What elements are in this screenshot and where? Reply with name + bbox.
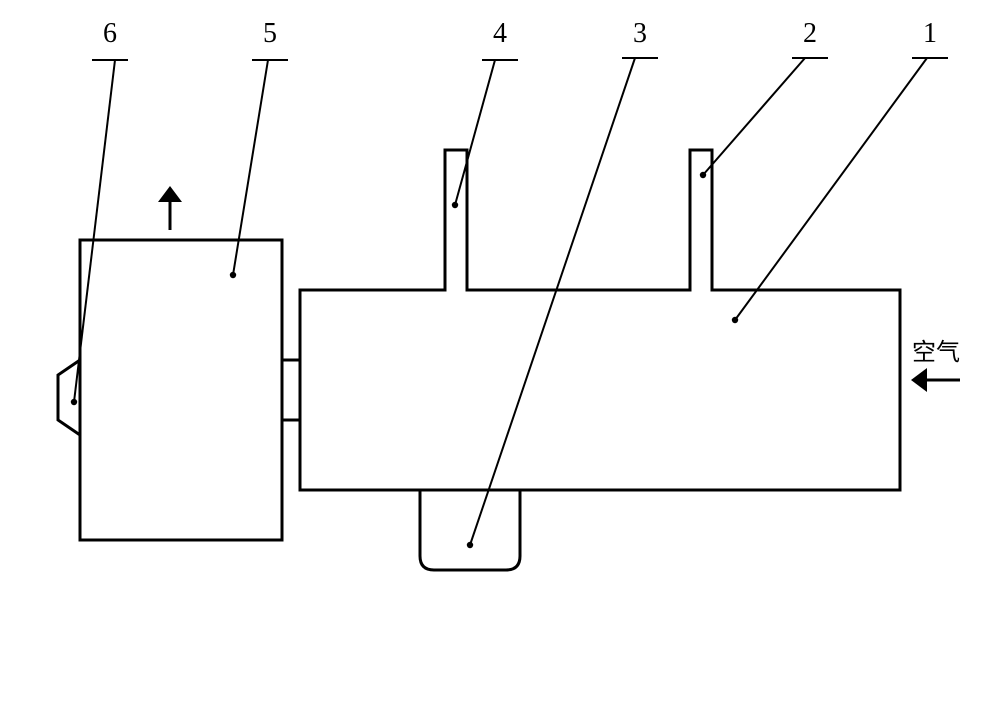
callout-6-label: 6 bbox=[103, 18, 117, 49]
callout-1-dot bbox=[732, 317, 738, 323]
callout-6-dot bbox=[71, 399, 77, 405]
callout-4-label: 4 bbox=[493, 18, 507, 49]
main-body bbox=[300, 290, 900, 490]
callout-4-dot bbox=[452, 202, 458, 208]
callout-2-dot bbox=[700, 172, 706, 178]
callout-1-label: 1 bbox=[923, 18, 937, 49]
callout-3-label: 3 bbox=[633, 18, 647, 49]
callout-2-label: 2 bbox=[803, 18, 817, 49]
callout-5-dot bbox=[230, 272, 236, 278]
fan-housing bbox=[80, 240, 282, 540]
callout-5-label: 5 bbox=[263, 18, 277, 49]
callout-3-dot bbox=[467, 542, 473, 548]
annotation-air: 空气 bbox=[912, 339, 960, 366]
pipe-right bbox=[690, 150, 712, 290]
connector bbox=[282, 360, 300, 420]
